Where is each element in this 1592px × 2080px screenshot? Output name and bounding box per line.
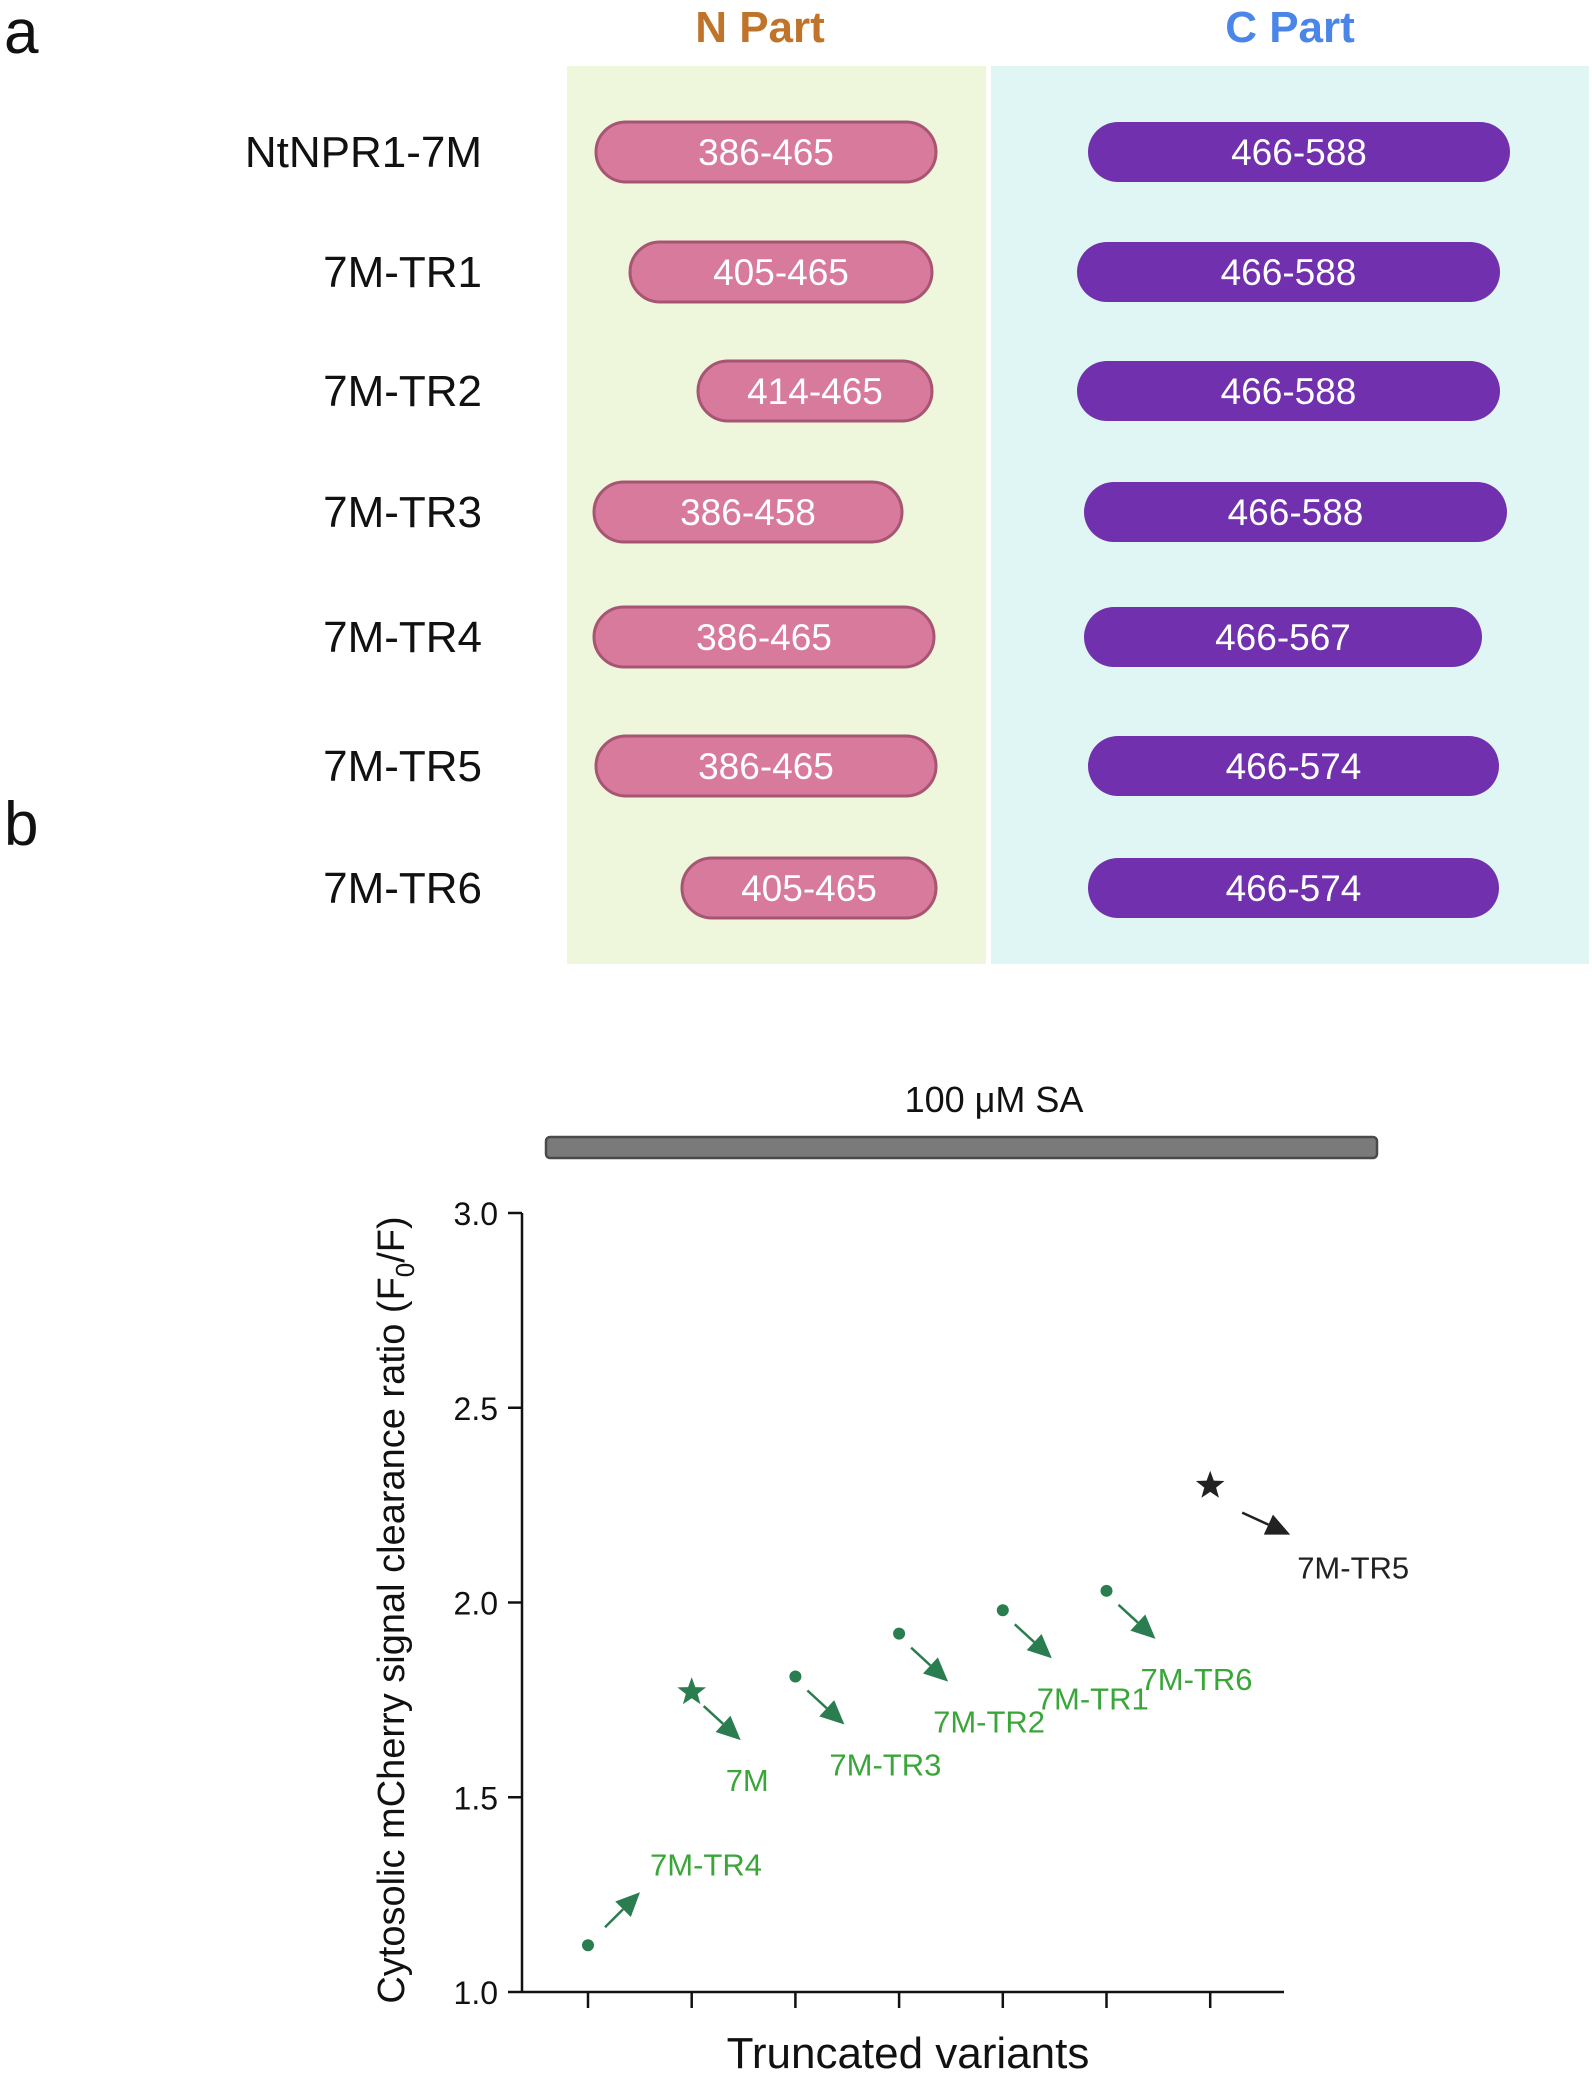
label-arrow	[702, 1705, 741, 1741]
data-point-label: 7M-TR3	[829, 1748, 941, 1783]
c-part-segment	[1088, 858, 1499, 918]
c-part-range: 466-574	[1226, 746, 1362, 787]
y-axis-label-end: /F)	[371, 1216, 413, 1262]
construct-row: 7M-TR2 414-465 466-588	[323, 359, 1500, 423]
construct-label: 7M-TR5	[323, 742, 482, 791]
treatment-label: 100 μM SA	[905, 1079, 1084, 1120]
data-point	[893, 1627, 906, 1640]
n-part-title: N Part	[695, 3, 825, 52]
label-arrow	[1241, 1511, 1291, 1535]
n-part-segment	[594, 120, 938, 184]
y-axis-label-subscript: 0	[390, 1263, 420, 1277]
data-point-label: 7M-TR6	[1141, 1662, 1253, 1697]
construct-row: NtNPR1-7M 386-465 466-588	[245, 120, 1510, 184]
label-arrow	[1013, 1623, 1052, 1659]
construct-row: 7M-TR3 386-458 466-588	[323, 480, 1507, 544]
c-part-segment	[1088, 736, 1499, 796]
c-part-range: 466-588	[1231, 132, 1367, 173]
c-part-range: 466-588	[1221, 371, 1357, 412]
data-point-label: 7M-TR5	[1297, 1551, 1409, 1586]
data-point	[789, 1670, 802, 1683]
construct-row: 7M-TR5 386-465 466-574	[323, 734, 1499, 798]
n-part-segment	[696, 359, 934, 423]
label-arrow	[910, 1646, 949, 1682]
n-part-segment	[592, 605, 936, 669]
n-part-range: 386-465	[696, 617, 832, 658]
c-part-title: C Part	[1225, 3, 1355, 52]
c-part-segment	[1088, 122, 1510, 182]
data-point-label: 7M-TR2	[933, 1705, 1045, 1740]
c-part-range: 466-574	[1226, 868, 1362, 909]
y-tick-label: 2.5	[454, 1391, 498, 1427]
treatment-bar	[544, 1135, 1379, 1160]
data-point	[582, 1939, 594, 1952]
data-point-star	[677, 1677, 706, 1705]
construct-label: 7M-TR6	[323, 864, 482, 913]
n-part-segment	[594, 734, 938, 798]
y-tick-label: 1.0	[454, 1975, 498, 2011]
c-part-range: 466-588	[1221, 252, 1357, 293]
construct-label: 7M-TR3	[323, 488, 482, 537]
c-part-segment	[1084, 482, 1507, 542]
label-arrow	[1117, 1603, 1156, 1639]
chart-axes: 1.0 1.5 2.0 2.5 3.0	[454, 1196, 1284, 2011]
construct-label: NtNPR1-7M	[245, 128, 482, 177]
y-axis-label-main: Cytosolic mCherry signal clearance ratio…	[371, 1277, 413, 2003]
data-point	[996, 1604, 1009, 1617]
construct-label: 7M-TR1	[323, 248, 482, 297]
y-axis-label: Cytosolic mCherry signal clearance ratio…	[371, 1216, 420, 2003]
n-part-range: 405-465	[713, 252, 849, 293]
y-tick-label: 2.0	[454, 1586, 498, 1622]
construct-row: 7M-TR1 405-465 466-588	[323, 240, 1500, 304]
y-tick-label: 1.5	[454, 1780, 498, 1816]
n-part-range: 386-465	[698, 132, 834, 173]
x-axis-label: Truncated variants	[727, 2029, 1090, 2078]
n-part-segment	[680, 856, 938, 920]
label-arrow	[806, 1689, 845, 1725]
c-part-segment	[1084, 607, 1482, 667]
panel-a-letter: a	[4, 0, 39, 67]
y-tick-label: 3.0	[454, 1196, 498, 1232]
c-part-segment	[1077, 361, 1500, 421]
data-point	[1100, 1584, 1113, 1597]
c-part-segment	[1077, 242, 1500, 302]
construct-rows: NtNPR1-7M 386-465 466-588 7M-TR1 405-465 466-…	[245, 120, 1510, 920]
n-part-range: 405-465	[741, 868, 877, 909]
data-point-star	[1195, 1470, 1225, 1498]
data-point-label: 7M-TR1	[1037, 1681, 1149, 1716]
n-part-range: 386-458	[680, 492, 816, 533]
n-part-range: 386-465	[698, 746, 834, 787]
panel-b-letter: b	[4, 790, 39, 859]
construct-label: 7M-TR2	[323, 367, 482, 416]
n-part-segment	[592, 480, 904, 544]
c-part-range: 466-567	[1215, 617, 1351, 658]
construct-label: 7M-TR4	[323, 613, 482, 662]
data-point-label: 7M-TR4	[650, 1847, 762, 1882]
label-arrow	[604, 1892, 640, 1929]
n-part-segment	[628, 240, 934, 304]
n-part-range: 414-465	[747, 371, 883, 412]
construct-row: 7M-TR4 386-465 466-567	[323, 605, 1482, 669]
c-part-range: 466-588	[1228, 492, 1364, 533]
data-point-label: 7M	[726, 1763, 769, 1798]
construct-row: 7M-TR6 405-465 466-574	[323, 856, 1499, 920]
